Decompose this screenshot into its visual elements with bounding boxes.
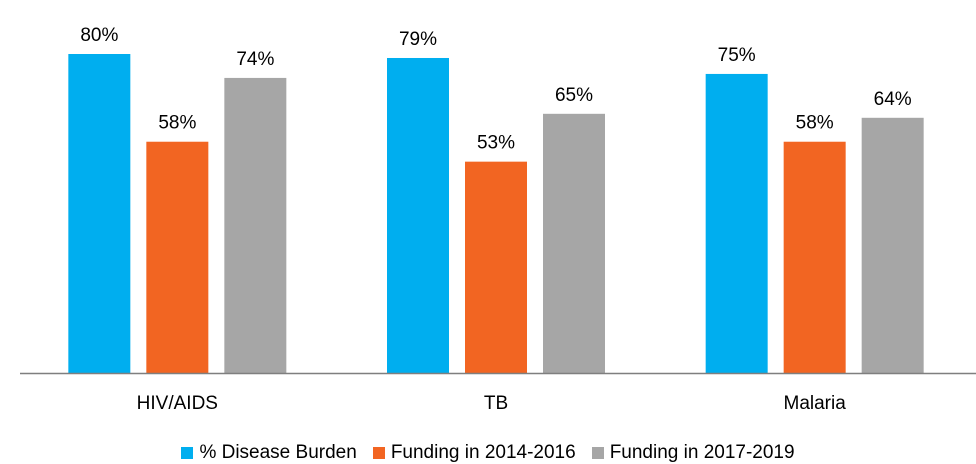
legend-item: % Disease Burden <box>181 441 357 464</box>
legend-item: Funding in 2017-2019 <box>591 441 795 464</box>
data-label: 79% <box>399 29 437 50</box>
data-label: 74% <box>236 49 274 70</box>
bar <box>387 57 449 374</box>
data-label: 65% <box>555 85 593 106</box>
x-tick-label: TB <box>484 393 508 414</box>
data-label: 80% <box>80 25 118 46</box>
legend-swatch <box>372 446 385 459</box>
bar <box>783 141 846 373</box>
bar <box>68 54 131 373</box>
bar <box>146 141 209 373</box>
bar <box>861 117 924 373</box>
legend-swatch <box>591 446 604 459</box>
chart-legend: % Disease Burden Funding in 2014-2016 Fund… <box>0 441 976 464</box>
data-label: 58% <box>158 113 196 134</box>
legend-label: % Disease Burden <box>199 441 357 463</box>
data-label: 64% <box>874 89 912 110</box>
data-label: 53% <box>477 133 515 154</box>
legend-swatch <box>181 446 194 459</box>
x-tick-label: HIV/AIDS <box>137 393 218 414</box>
bar <box>465 161 527 373</box>
data-label: 58% <box>796 113 834 134</box>
bar <box>543 113 605 373</box>
legend-label: Funding in 2014-2016 <box>390 441 576 463</box>
x-tick-label: Malaria <box>784 393 847 414</box>
bar <box>224 77 287 374</box>
bar <box>705 73 768 373</box>
data-label: 75% <box>718 45 756 66</box>
legend-label: Funding in 2017-2019 <box>609 441 795 463</box>
legend-item: Funding in 2014-2016 <box>372 441 576 464</box>
